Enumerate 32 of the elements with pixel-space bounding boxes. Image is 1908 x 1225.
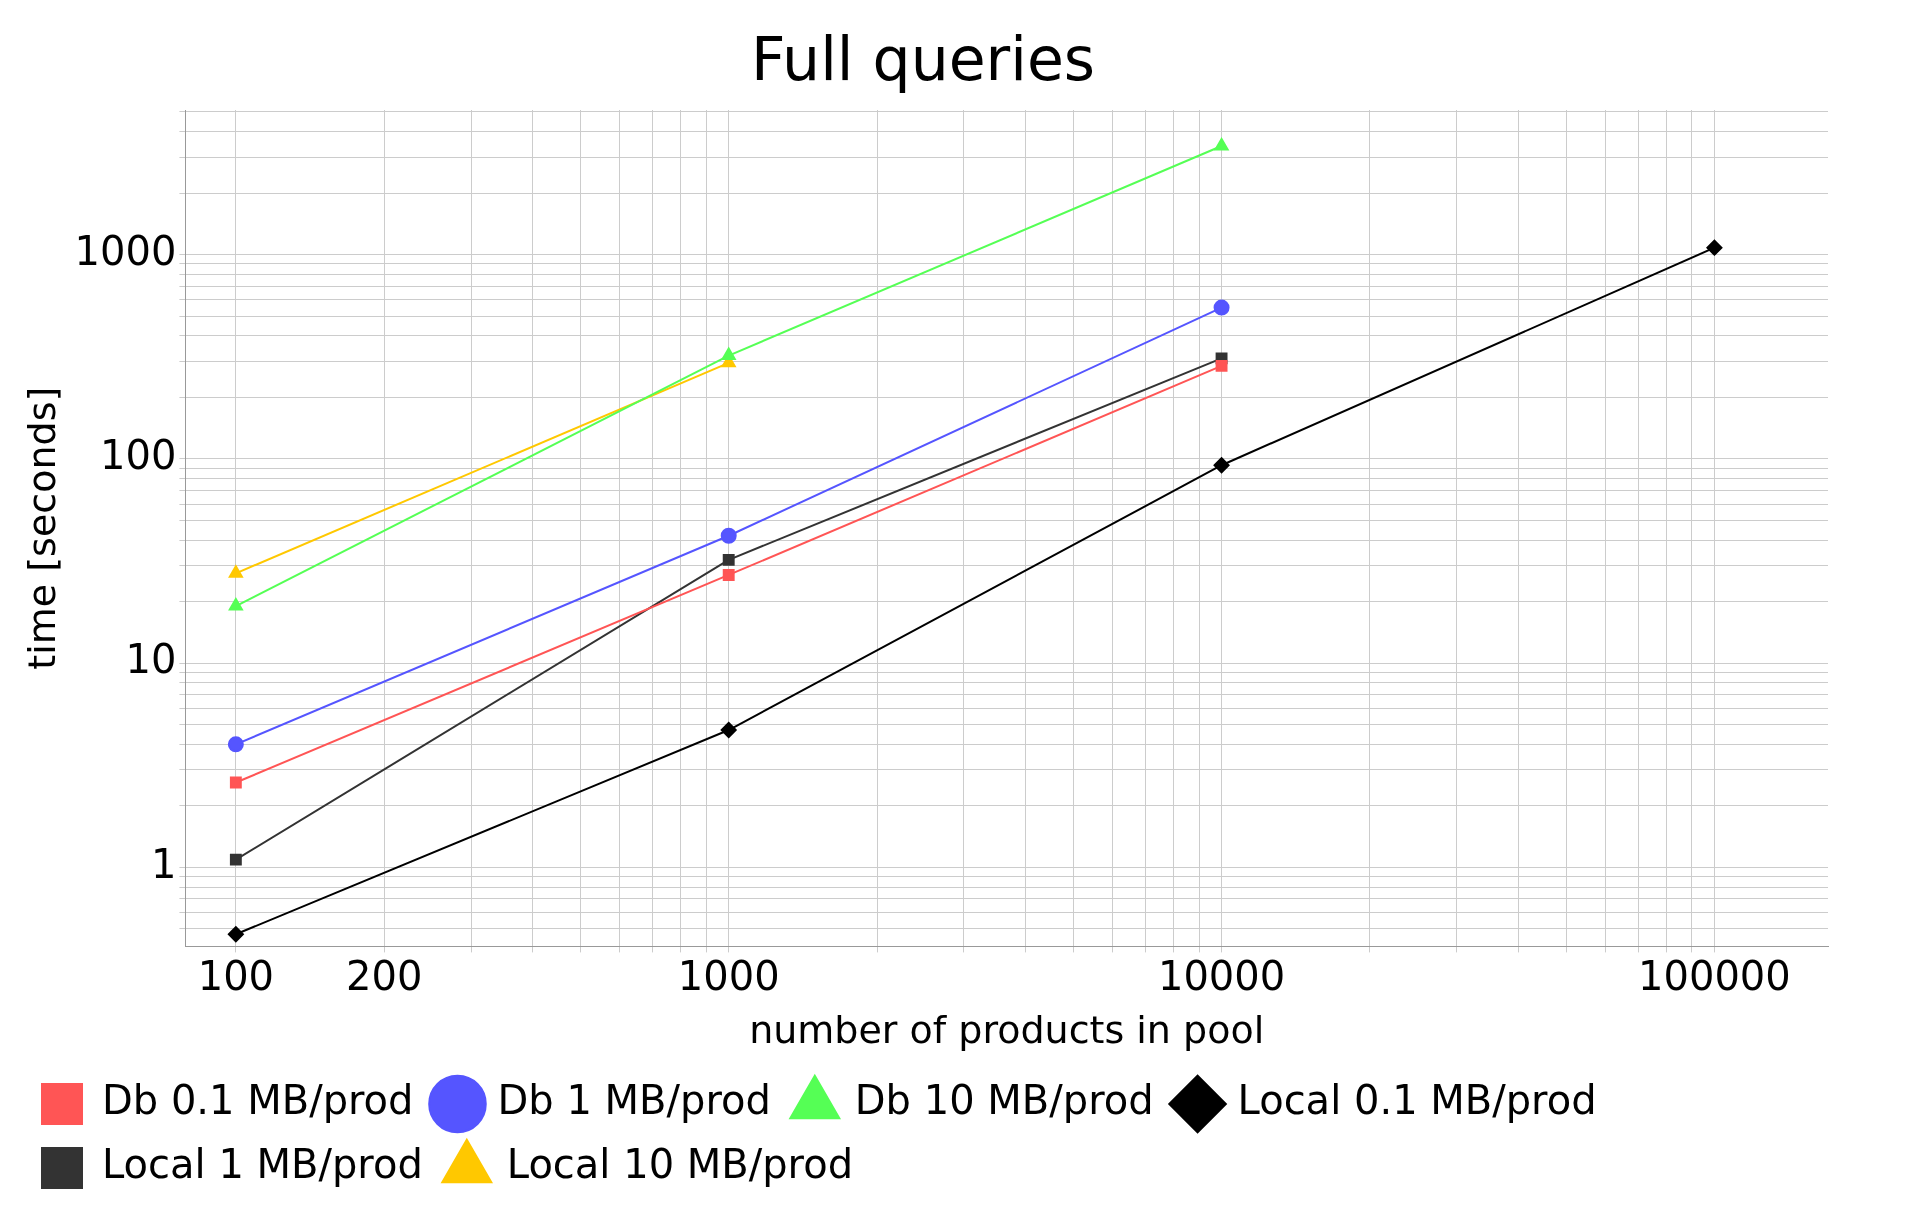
x-tick-label: 100 (197, 952, 275, 999)
x-tick-label: 1000 (677, 952, 780, 999)
y-tick-label: 100 (100, 432, 177, 479)
point (1215, 359, 1228, 372)
point (1706, 239, 1723, 256)
legend-label: Db 10 MB/prod (854, 1077, 1154, 1124)
point (229, 776, 242, 789)
point (720, 527, 737, 544)
point (229, 853, 242, 866)
x-tick-label: 100000 (1638, 952, 1791, 999)
legend-label: Local 0.1 MB/prod (1237, 1077, 1597, 1124)
point (228, 598, 243, 611)
x-tick-label: 200 (346, 952, 423, 999)
point (227, 926, 244, 943)
chart-title: Full queries (750, 23, 1096, 94)
legend-label: Local 1 MB/prod (102, 1141, 423, 1188)
y-tick-label: 1 (150, 840, 177, 887)
point (722, 568, 735, 581)
point (1213, 299, 1230, 316)
point (1213, 457, 1230, 474)
point (1214, 137, 1229, 151)
legend-label: Local 10 MB/prod (506, 1141, 854, 1188)
y-axis-title: time [seconds] (19, 386, 64, 670)
legend-label: Db 1 MB/prod (497, 1077, 771, 1124)
x-tick-label: 10000 (1157, 952, 1286, 999)
point (722, 553, 735, 566)
legend-label: Db 0.1 MB/prod (102, 1077, 414, 1124)
point (227, 736, 244, 753)
y-tick-label: 1000 (74, 227, 177, 274)
y-tick-label: 10 (125, 636, 177, 683)
x-axis-title: number of products in pool (749, 1008, 1265, 1053)
point (720, 722, 737, 739)
